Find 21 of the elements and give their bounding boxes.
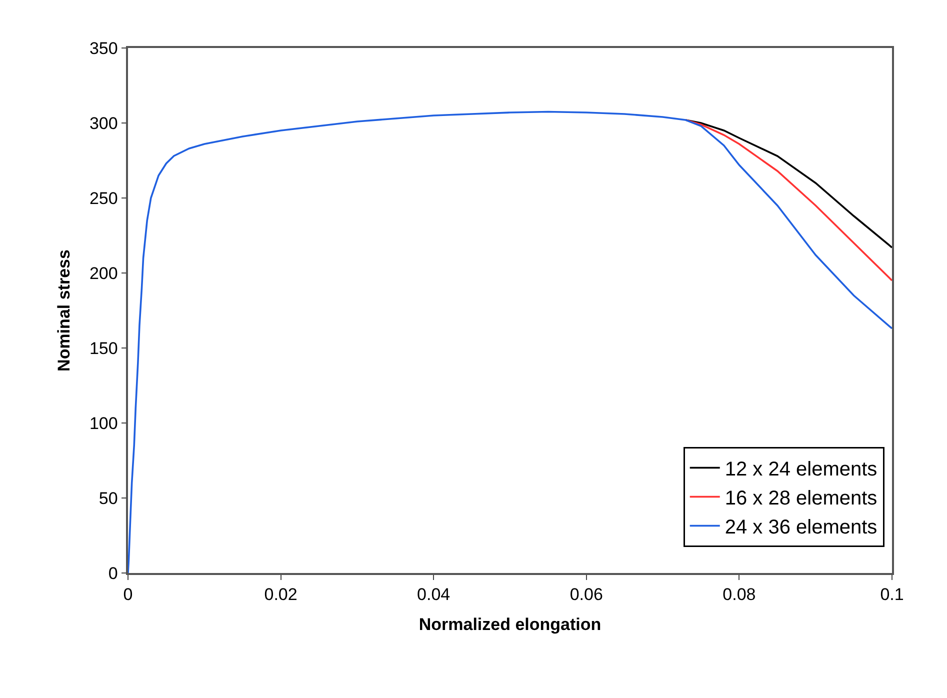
line-series [684, 119, 892, 282]
x-tick-label: 0.02 [264, 585, 298, 604]
x-tick-label: 0.1 [880, 585, 904, 604]
y-tick-label: 150 [89, 338, 118, 358]
x-axis-title: Normalized elongation [418, 615, 602, 634]
y-tick-label: 250 [89, 188, 118, 208]
y-tick-label: 50 [98, 488, 118, 508]
line-series [128, 110, 892, 573]
x-tick-label: 0.04 [417, 585, 450, 604]
y-tick-label: 100 [89, 414, 118, 433]
y-tick-label: 0 [108, 564, 118, 583]
legend-label: 16 x 28 elements [724, 488, 878, 510]
y-tick-label: 300 [89, 114, 118, 133]
y-axis-title: Nominal stress [54, 250, 74, 372]
x-tick-label: 0.08 [722, 585, 756, 604]
legend-label: 12 x 24 elements [724, 458, 878, 481]
x-tick-label: 0 [123, 585, 133, 604]
legend-label: 24 x 36 elements [724, 516, 878, 539]
y-tick-label: 200 [89, 264, 118, 283]
y-tick-label: 350 [89, 38, 118, 58]
x-tick-label: 0.06 [570, 585, 603, 604]
